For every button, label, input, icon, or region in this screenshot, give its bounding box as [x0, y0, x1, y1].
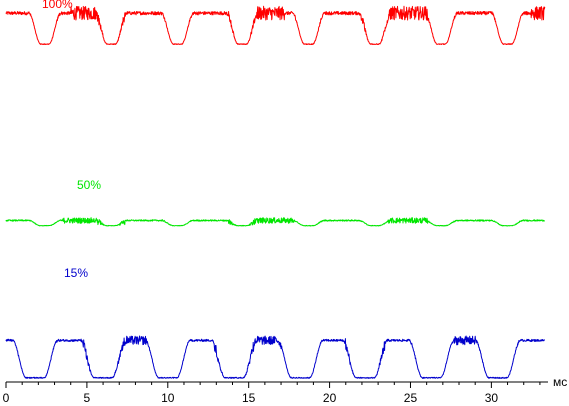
series-labels-group: 100% 50% 15%: [42, 0, 101, 280]
x-tick-label-5: 5: [84, 391, 91, 405]
traces-group: [5, 5, 546, 379]
series-label-100pct: 100%: [42, 0, 73, 11]
x-tick-label-25: 25: [404, 391, 418, 405]
x-axis: 0 5 10 15 20 25 30 мс: [3, 375, 568, 405]
x-tick-label-10: 10: [161, 391, 175, 405]
series-label-50pct: 50%: [77, 178, 101, 192]
x-tick-label-20: 20: [323, 391, 337, 405]
x-axis-unit: мс: [553, 375, 567, 389]
x-tick-label-15: 15: [242, 391, 256, 405]
series-line-50pct: [5, 217, 545, 227]
series-line-100pct: [5, 5, 546, 45]
series-line-15pct: [5, 335, 546, 379]
series-label-15pct: 15%: [64, 266, 88, 280]
x-tick-label-0: 0: [3, 391, 10, 405]
x-tick-label-30: 30: [485, 391, 499, 405]
